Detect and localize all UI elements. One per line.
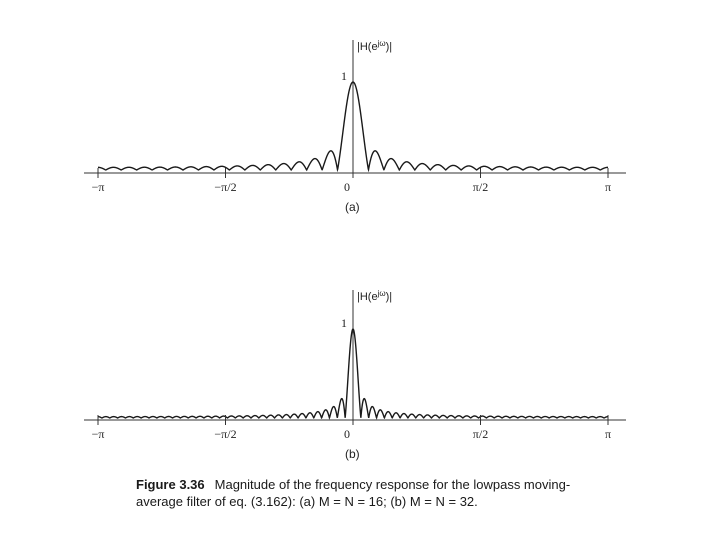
x-tick-label: π [605,180,611,194]
y-tick-label-one-a: 1 [341,69,347,83]
x-tick-label: −π/2 [214,427,236,441]
panel-label-b: (b) [345,447,360,461]
caption-line-1: Magnitude of the frequency response for … [214,477,571,492]
chart-panel-b: −π −π/2 0 π/2 π |H(ejω)| 1 (b) [84,289,626,461]
magnitude-curve-b [97,328,609,420]
x-tick-label: π [605,427,611,441]
x-tick-label: π/2 [473,427,488,441]
y-axis-label-b: |H(ejω)| [357,289,392,303]
caption-figure-number: Figure 3.36 [136,477,205,492]
panel-label-a: (a) [345,200,360,214]
x-tick-label: 0 [344,427,350,441]
magnitude-curve-a [97,81,609,173]
x-tick-label: 0 [344,180,350,194]
figure-caption: Figure 3.36 Magnitude of the frequency re… [136,476,606,510]
y-tick-label-one-b: 1 [341,316,347,330]
x-tick-label: −π/2 [214,180,236,194]
chart-panel-a: −π −π/2 0 π/2 π |H(ejω)| 1 (a) [84,39,626,214]
x-tick-label: π/2 [473,180,488,194]
caption-line-2: average filter of eq. (3.162): (a) M = N… [136,494,478,509]
x-tick-label: −π [92,427,105,441]
x-tick-label: −π [92,180,105,194]
y-axis-label-a: |H(ejω)| [357,39,392,53]
